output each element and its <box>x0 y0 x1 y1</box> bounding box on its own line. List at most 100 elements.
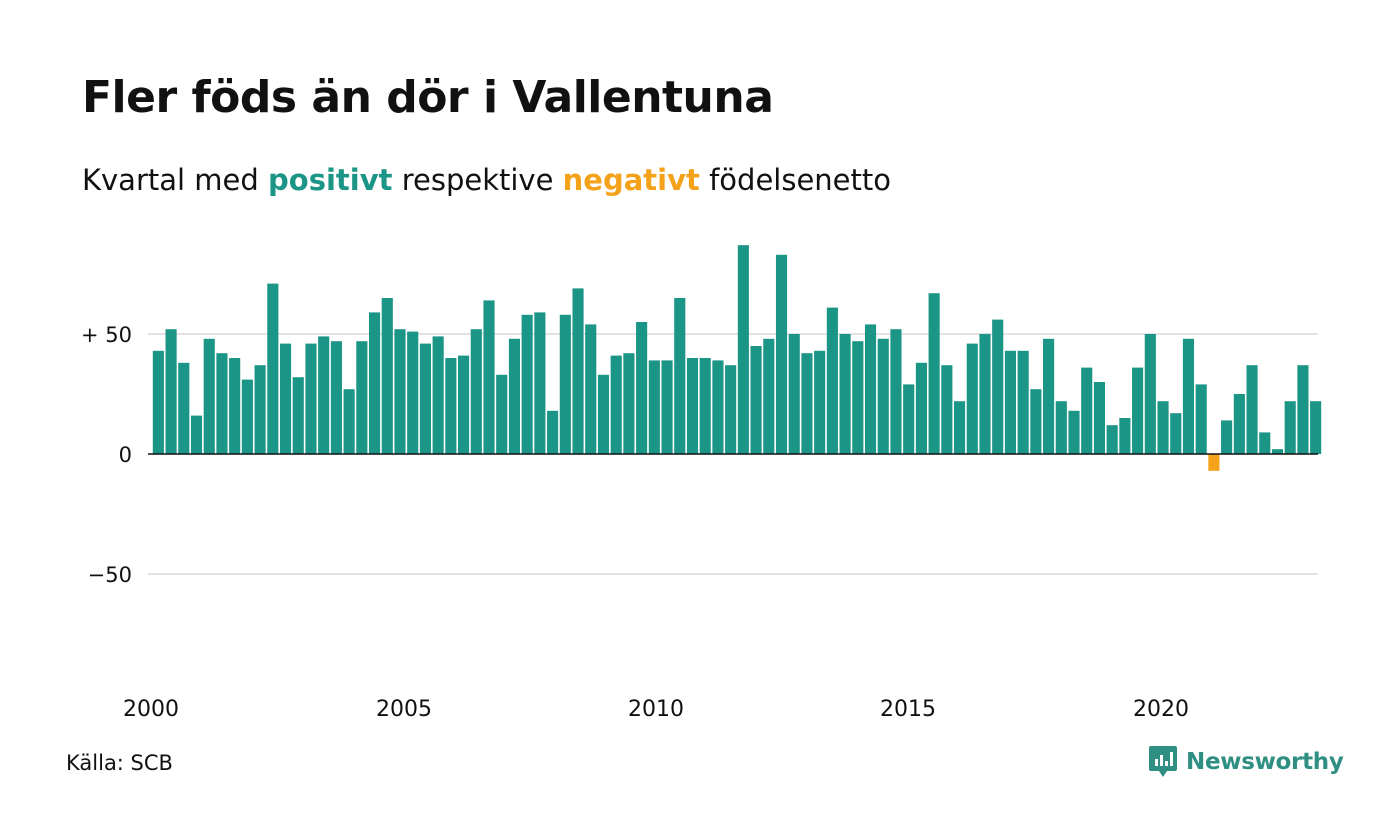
bar <box>1271 449 1284 454</box>
bar <box>254 365 266 454</box>
bar <box>814 350 826 454</box>
bar <box>445 358 457 454</box>
chart-title: Fler föds än dör i Vallentuna <box>82 72 774 123</box>
bar <box>661 360 673 454</box>
subtitle-text-middle: respektive <box>401 163 554 197</box>
source-note: Källa: SCB <box>66 751 173 775</box>
bar <box>1284 401 1296 454</box>
bar <box>483 300 495 454</box>
bar <box>903 384 915 454</box>
bar <box>330 341 342 454</box>
bar <box>559 314 571 454</box>
bar <box>1182 338 1195 454</box>
bar <box>992 319 1004 454</box>
bar <box>190 415 203 454</box>
bar <box>343 389 355 454</box>
newsworthy-logo-icon <box>1149 746 1177 777</box>
bar <box>712 360 724 454</box>
bar <box>241 379 253 454</box>
bar <box>216 353 228 454</box>
bar <box>1233 394 1245 454</box>
bar <box>1093 382 1106 454</box>
bar <box>826 307 838 454</box>
grid-lines <box>148 333 1318 575</box>
bar <box>305 343 317 454</box>
bar <box>737 245 749 454</box>
legend-negative-label: negativt <box>562 163 700 197</box>
bar <box>1004 350 1016 454</box>
y-tick-label: −50 <box>88 563 132 587</box>
bar <box>979 334 991 454</box>
bar <box>267 283 279 454</box>
bar <box>1144 334 1156 454</box>
bar <box>801 353 813 454</box>
bar <box>610 355 622 454</box>
bar <box>534 312 546 454</box>
bar <box>648 360 660 454</box>
bar <box>547 410 559 454</box>
bar <box>1055 401 1067 454</box>
bar <box>381 298 393 454</box>
bar <box>1259 432 1271 454</box>
bar <box>699 358 711 454</box>
bar <box>763 338 775 454</box>
bar <box>1106 425 1118 454</box>
bar <box>725 365 737 454</box>
bar <box>318 336 330 454</box>
bar <box>636 322 648 454</box>
bar <box>1221 420 1233 454</box>
bar <box>369 312 381 454</box>
bar <box>674 298 686 454</box>
legend-positive-label: positivt <box>268 163 393 197</box>
bar <box>890 329 902 454</box>
subtitle-text-after: födelsenetto <box>709 163 891 197</box>
bar <box>458 355 470 454</box>
bar <box>775 254 788 454</box>
bar <box>178 362 190 454</box>
bar <box>966 343 978 454</box>
bar <box>1208 454 1220 471</box>
bar <box>292 377 304 454</box>
bar <box>839 334 851 454</box>
bar <box>928 293 940 454</box>
bar <box>419 343 431 454</box>
bar <box>1030 389 1042 454</box>
bar <box>165 329 177 454</box>
bar <box>852 341 864 454</box>
bar <box>496 374 508 454</box>
bar <box>508 338 521 454</box>
bar <box>1119 418 1131 454</box>
bar <box>203 338 215 454</box>
bar <box>1246 365 1258 454</box>
bar <box>597 374 610 454</box>
bar <box>941 365 953 454</box>
bar <box>954 401 966 454</box>
y-tick-label: 0 <box>119 443 132 467</box>
x-tick-label: 2015 <box>880 697 936 722</box>
bar <box>1297 365 1309 454</box>
x-tick-label: 2020 <box>1133 697 1189 722</box>
bar <box>152 350 164 454</box>
y-tick-label: + 50 <box>81 323 132 347</box>
bar <box>1017 350 1029 454</box>
bar <box>750 346 762 454</box>
bar <box>915 362 927 454</box>
bar <box>521 314 533 454</box>
bar <box>864 324 877 454</box>
bar <box>432 336 444 454</box>
bar <box>788 334 800 454</box>
x-tick-label: 2000 <box>123 697 179 722</box>
bar-chart: + 50 0 −50 2000 2005 2010 2015 2020 <box>81 245 1322 722</box>
bar <box>1195 384 1207 454</box>
bar <box>1157 401 1169 454</box>
bar <box>1132 367 1144 454</box>
bar <box>572 288 584 454</box>
bar <box>1043 338 1055 454</box>
bar <box>1068 410 1080 454</box>
bar <box>279 343 292 454</box>
bar <box>229 358 241 454</box>
newsworthy-logo-text: Newsworthy <box>1186 749 1344 775</box>
bar <box>877 338 889 454</box>
bars <box>152 245 1322 471</box>
bar <box>470 329 482 454</box>
